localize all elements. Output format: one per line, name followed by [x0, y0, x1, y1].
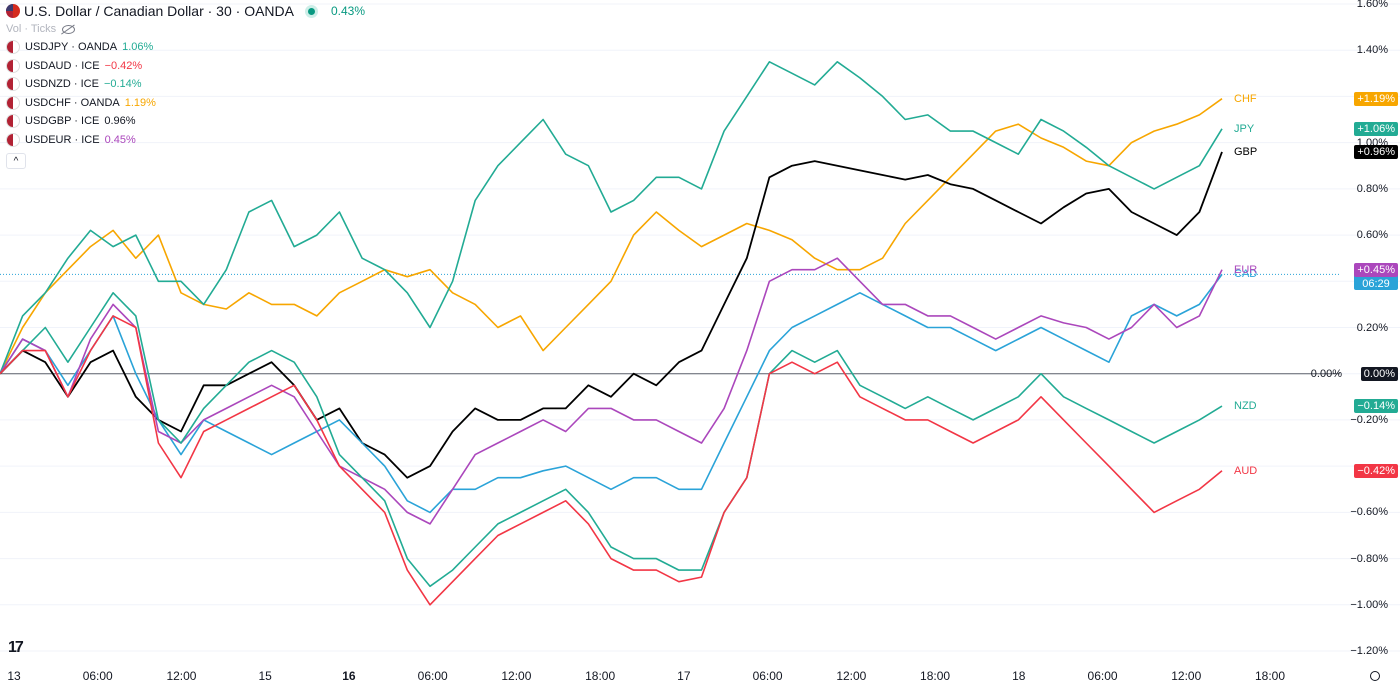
compare-symbol-change: −0.42%	[104, 59, 143, 72]
compare-symbol-change: 1.06%	[122, 41, 154, 54]
series-label-jpy: JPY	[1234, 122, 1255, 135]
compare-symbol-row[interactable]: USDAUD · ICE −0.42%	[6, 57, 365, 76]
series-badge-eur: +0.45%	[1354, 262, 1398, 277]
compare-symbol-name: USDNZD · ICE	[25, 78, 99, 91]
series-badge-jpy: +1.06%	[1354, 121, 1398, 136]
x-tick-label: 17	[677, 669, 691, 683]
x-tick-label: 12:00	[836, 669, 867, 683]
x-tick-label: 18	[1012, 669, 1026, 683]
series-badge-gbp: +0.96%	[1354, 144, 1398, 159]
bar-countdown: 06:29	[1362, 278, 1390, 291]
series-label-cad: CAD	[1234, 268, 1258, 281]
series-line-gbp[interactable]	[0, 151, 1223, 479]
chart-legend: U.S. Dollar / Canadian Dollar · 30 · OAN…	[6, 2, 365, 169]
compare-symbol-name: USDGBP · ICE	[25, 115, 100, 128]
x-tick-label: 16	[342, 669, 356, 683]
series-line-aud[interactable]	[0, 315, 1223, 606]
y-tick-label: 1.60%	[1356, 0, 1388, 10]
currency-flag-icon	[6, 114, 20, 129]
y-tick-label: 1.40%	[1356, 44, 1388, 57]
y-tick-label: 0.20%	[1356, 321, 1388, 334]
x-tick-label: 12:00	[1171, 669, 1202, 683]
currency-flag-icon	[6, 40, 20, 55]
x-tick-label: 12:00	[501, 669, 532, 683]
market-status-icon	[308, 7, 315, 15]
currency-flag-icon	[6, 132, 20, 147]
compare-symbol-list: USDJPY · OANDA 1.06% USDAUD · ICE −0.42% USD…	[6, 38, 365, 149]
x-tick-label: 18:00	[1254, 669, 1286, 683]
x-tick-label: 18:00	[920, 669, 951, 683]
chevron-up-icon: ^	[13, 155, 19, 167]
currency-flag-icon	[6, 95, 20, 110]
collapse-legend-button[interactable]: ^	[6, 153, 26, 169]
compare-symbol-row[interactable]: USDCHF · OANDA 1.19%	[6, 94, 365, 113]
main-symbol-row[interactable]: U.S. Dollar / Canadian Dollar · 30 · OAN…	[6, 2, 365, 20]
compare-symbol-change: 1.19%	[124, 96, 156, 109]
series-line-cad[interactable]	[0, 273, 1223, 514]
baseline-badge: 0.00%	[1360, 366, 1398, 381]
compare-symbol-change: 0.45%	[104, 133, 136, 146]
series-label-nzd: NZD	[1234, 400, 1257, 413]
x-tick-label: 15	[258, 669, 272, 683]
y-tick-label: −0.20%	[1350, 413, 1388, 426]
series-badge-aud: −0.42%	[1354, 463, 1398, 478]
compare-symbol-change: 0.96%	[104, 115, 136, 128]
compare-symbol-change: −0.14%	[103, 78, 142, 91]
series-line-eur[interactable]	[0, 257, 1223, 525]
main-symbol-title: U.S. Dollar / Canadian Dollar · 30 · OAN…	[24, 3, 294, 19]
y-tick-label: −1.20%	[1350, 645, 1388, 657]
y-tick-label: −1.00%	[1350, 598, 1388, 611]
compare-symbol-name: USDAUD · ICE	[25, 59, 100, 72]
compare-symbol-name: USDJPY · OANDA	[25, 41, 118, 54]
series-line-jpy[interactable]	[0, 60, 1223, 374]
compare-symbol-row[interactable]: USDEUR · ICE 0.45%	[6, 131, 365, 150]
currency-flag-icon	[6, 58, 20, 73]
y-tick-label: 0.80%	[1356, 182, 1388, 195]
gear-icon[interactable]	[1370, 671, 1380, 681]
series-line-nzd[interactable]	[0, 291, 1223, 588]
compare-symbol-name: USDCHF · OANDA	[25, 96, 120, 109]
gridlines	[0, 3, 1400, 652]
main-symbol-change: 0.43%	[331, 4, 366, 18]
x-tick-label: 12:00	[166, 669, 197, 683]
y-tick-label: −0.80%	[1350, 552, 1388, 565]
currency-flag-icon	[6, 77, 20, 92]
series-label-chf: CHF	[1234, 92, 1257, 105]
compare-symbol-row[interactable]: USDJPY · OANDA 1.06%	[6, 38, 365, 57]
x-tick-label: 06:00	[752, 669, 783, 683]
x-tick-label: 13	[7, 669, 21, 683]
series-lines	[0, 60, 1223, 606]
volume-row[interactable]: Vol · Ticks	[6, 20, 365, 38]
y-tick-label: 0.60%	[1356, 229, 1388, 242]
x-tick-label: 06:00	[82, 669, 113, 683]
us-flag-icon	[6, 4, 20, 18]
baseline-label: 0.00%	[1310, 367, 1342, 380]
x-tick-label: 06:00	[1087, 669, 1118, 683]
volume-label: Vol · Ticks	[6, 23, 57, 35]
series-label-aud: AUD	[1234, 464, 1258, 477]
tradingview-logo[interactable]: 17	[8, 639, 24, 656]
series-label-eur: EUR	[1234, 263, 1258, 276]
x-tick-label: 18:00	[585, 669, 616, 683]
x-tick-label: 06:00	[417, 669, 448, 683]
compare-symbol-row[interactable]: USDGBP · ICE 0.96%	[6, 112, 365, 131]
y-tick-label: −0.60%	[1350, 506, 1388, 519]
compare-symbol-row[interactable]: USDNZD · ICE −0.14%	[6, 75, 365, 94]
series-badge-nzd: −0.14%	[1354, 399, 1398, 414]
series-label-gbp: GBP	[1234, 145, 1258, 158]
compare-symbol-name: USDEUR · ICE	[25, 133, 100, 146]
series-badge-chf: +1.19%	[1354, 91, 1398, 106]
eye-hidden-icon[interactable]	[62, 24, 76, 34]
